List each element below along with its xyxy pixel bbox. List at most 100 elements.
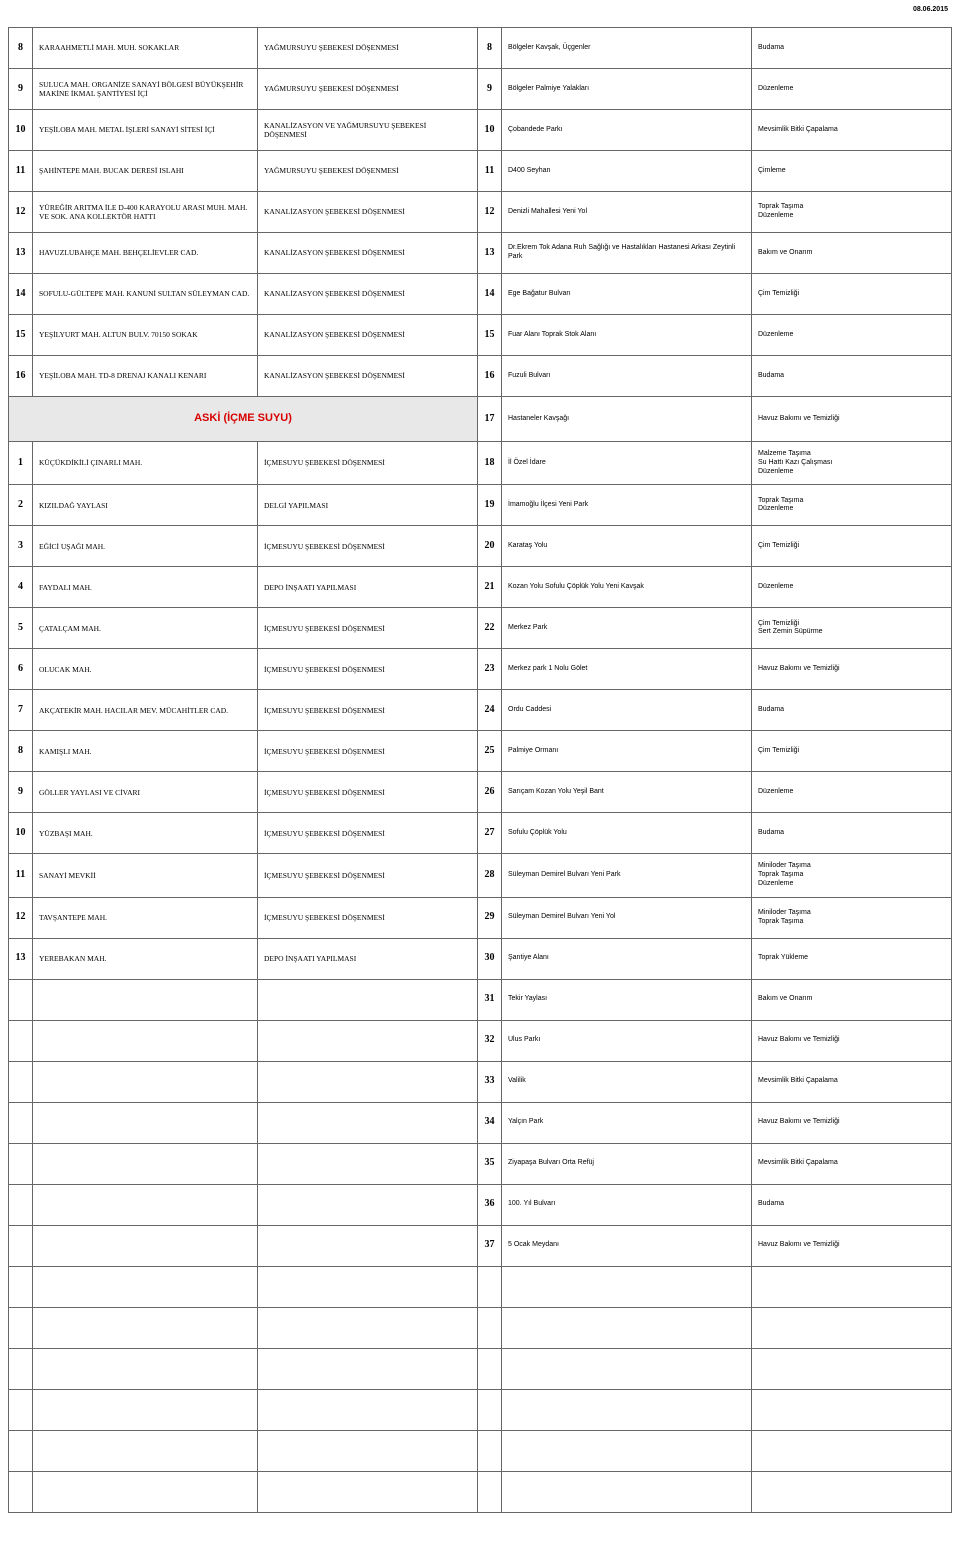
empty-cell <box>9 1225 33 1266</box>
result-cell: Toprak TaşımaDüzenleme <box>752 192 952 233</box>
row-number-right: 30 <box>478 938 502 979</box>
table-row: 5ÇATALÇAM MAH.İÇMESUYU ŞEBEKESİ DÖŞENMES… <box>9 608 952 649</box>
work-cell: YAĞMURSUYU ŞEBEKESİ DÖŞENMESİ <box>258 28 478 69</box>
work-cell: İÇMESUYU ŞEBEKESİ DÖŞENMESİ <box>258 772 478 813</box>
empty-cell <box>752 1389 952 1430</box>
row-number-right: 36 <box>478 1184 502 1225</box>
empty-cell <box>33 1143 258 1184</box>
row-number: 12 <box>9 192 33 233</box>
row-number-right: 25 <box>478 731 502 772</box>
empty-cell <box>9 1061 33 1102</box>
row-number: 4 <box>9 567 33 608</box>
table-row: 8KARAAHMETLİ MAH. MUH. SOKAKLARYAĞMURSUY… <box>9 28 952 69</box>
row-number-right: 9 <box>478 69 502 110</box>
empty-cell <box>9 1307 33 1348</box>
row-number: 8 <box>9 731 33 772</box>
table-row: 10YÜZBAŞI MAH.İÇMESUYU ŞEBEKESİ DÖŞENMES… <box>9 813 952 854</box>
location-cell: EĞİCİ UŞAĞI MAH. <box>33 526 258 567</box>
result-cell: Çim TemizliğiSert Zemin Süpürme <box>752 608 952 649</box>
work-cell: YAĞMURSUYU ŞEBEKESİ DÖŞENMESİ <box>258 151 478 192</box>
park-cell: Palmiye Ormanı <box>502 731 752 772</box>
row-number: 8 <box>9 28 33 69</box>
location-cell: AKÇATEKİR MAH. HACILAR MEV. MÜCAHİTLER C… <box>33 690 258 731</box>
row-number: 6 <box>9 649 33 690</box>
table-row: 14SOFULU-GÜLTEPE MAH. KANUNİ SULTAN SÜLE… <box>9 274 952 315</box>
row-number: 10 <box>9 110 33 151</box>
row-number-right: 10 <box>478 110 502 151</box>
work-cell: DELGİ YAPILMASI <box>258 485 478 526</box>
table-row: 1KÜÇÜKDİKİLİ ÇINARLI MAH.İÇMESUYU ŞEBEKE… <box>9 442 952 485</box>
empty-cell <box>9 1430 33 1471</box>
empty-cell <box>478 1266 502 1307</box>
table-row: 3EĞİCİ UŞAĞI MAH.İÇMESUYU ŞEBEKESİ DÖŞEN… <box>9 526 952 567</box>
empty-cell <box>502 1307 752 1348</box>
page: 08.06.2015 8KARAAHMETLİ MAH. MUH. SOKAKL… <box>0 0 960 1553</box>
empty-cell <box>258 1143 478 1184</box>
empty-cell <box>478 1348 502 1389</box>
empty-cell <box>502 1389 752 1430</box>
table-row: 13HAVUZLUBAHÇE MAH. BEHÇELİEVLER CAD.KAN… <box>9 233 952 274</box>
location-cell: TAVŞANTEPE MAH. <box>33 897 258 938</box>
location-cell: SULUCA MAH. ORGANİZE SANAYİ BÖLGESİ BÜYÜ… <box>33 69 258 110</box>
table-row: 375 Ocak MeydanıHavuz Bakımı ve Temizliğ… <box>9 1225 952 1266</box>
result-cell: Bakım ve Onarım <box>752 979 952 1020</box>
empty-cell <box>33 1430 258 1471</box>
park-cell: Çobandede Parkı <box>502 110 752 151</box>
empty-cell <box>502 1266 752 1307</box>
row-number: 10 <box>9 813 33 854</box>
table-row: 4FAYDALI MAH.DEPO İNŞAATI YAPILMASI21Koz… <box>9 567 952 608</box>
result-cell: Toprak Yükleme <box>752 938 952 979</box>
table-row: 2KIZILDAĞ YAYLASIDELGİ YAPILMASI19İmamoğ… <box>9 485 952 526</box>
table-row: 10YEŞİLOBA MAH. METAL İŞLERİ SANAYİ SİTE… <box>9 110 952 151</box>
row-number: 14 <box>9 274 33 315</box>
empty-cell <box>502 1471 752 1512</box>
empty-cell <box>478 1471 502 1512</box>
row-number-right: 18 <box>478 442 502 485</box>
work-cell: KANALİZASYON ŞEBEKESİ DÖŞENMESİ <box>258 315 478 356</box>
result-cell: Çim Temizliği <box>752 274 952 315</box>
row-number: 9 <box>9 772 33 813</box>
table-row: 6OLUCAK MAH.İÇMESUYU ŞEBEKESİ DÖŞENMESİ2… <box>9 649 952 690</box>
park-cell: Sarıçam Kozan Yolu Yeşil Bant <box>502 772 752 813</box>
park-cell: Sofulu Çöplük Yolu <box>502 813 752 854</box>
work-cell: DEPO İNŞAATI YAPILMASI <box>258 938 478 979</box>
table-row: 9 SULUCA MAH. ORGANİZE SANAYİ BÖLGESİ BÜY… <box>9 69 952 110</box>
row-number-right: 33 <box>478 1061 502 1102</box>
row-number: 11 <box>9 854 33 897</box>
park-cell: Ulus Parkı <box>502 1020 752 1061</box>
row-number: 3 <box>9 526 33 567</box>
park-cell: Denizli Mahallesi Yeni Yol <box>502 192 752 233</box>
empty-cell <box>478 1389 502 1430</box>
park-cell: Süleyman Demirel Bulvarı Yeni Yol <box>502 897 752 938</box>
empty-cell <box>33 1061 258 1102</box>
park-cell: Süleyman Demirel Bulvarı Yeni Park <box>502 854 752 897</box>
table-row: 36100. Yıl BulvarıBudama <box>9 1184 952 1225</box>
row-number: 13 <box>9 233 33 274</box>
row-number-right: 23 <box>478 649 502 690</box>
empty-cell <box>9 1184 33 1225</box>
table-row-empty <box>9 1389 952 1430</box>
result-cell: Budama <box>752 1184 952 1225</box>
empty-cell <box>752 1307 952 1348</box>
empty-cell <box>33 1184 258 1225</box>
work-cell: KANALİZASYON ŞEBEKESİ DÖŞENMESİ <box>258 233 478 274</box>
empty-cell <box>33 979 258 1020</box>
result-cell: Havuz Bakımı ve Temizliği <box>752 1020 952 1061</box>
result-cell: Mevsimlik Bitki Çapalama <box>752 110 952 151</box>
table-row: 34Yalçın ParkHavuz Bakımı ve Temizliği <box>9 1102 952 1143</box>
row-number-right: 19 <box>478 485 502 526</box>
empty-cell <box>9 1102 33 1143</box>
row-number-right: 31 <box>478 979 502 1020</box>
table-row: 7AKÇATEKİR MAH. HACILAR MEV. MÜCAHİTLER … <box>9 690 952 731</box>
park-cell: Yalçın Park <box>502 1102 752 1143</box>
empty-cell <box>258 1348 478 1389</box>
result-cell: Çim Temizliği <box>752 526 952 567</box>
location-cell: YEŞİLYURT MAH. ALTUN BULV. 70150 SOKAK <box>33 315 258 356</box>
park-cell: 100. Yıl Bulvarı <box>502 1184 752 1225</box>
location-cell: HAVUZLUBAHÇE MAH. BEHÇELİEVLER CAD. <box>33 233 258 274</box>
empty-cell <box>33 1225 258 1266</box>
location-cell: KARAAHMETLİ MAH. MUH. SOKAKLAR <box>33 28 258 69</box>
row-number-right: 32 <box>478 1020 502 1061</box>
empty-cell <box>9 979 33 1020</box>
work-cell: İÇMESUYU ŞEBEKESİ DÖŞENMESİ <box>258 731 478 772</box>
